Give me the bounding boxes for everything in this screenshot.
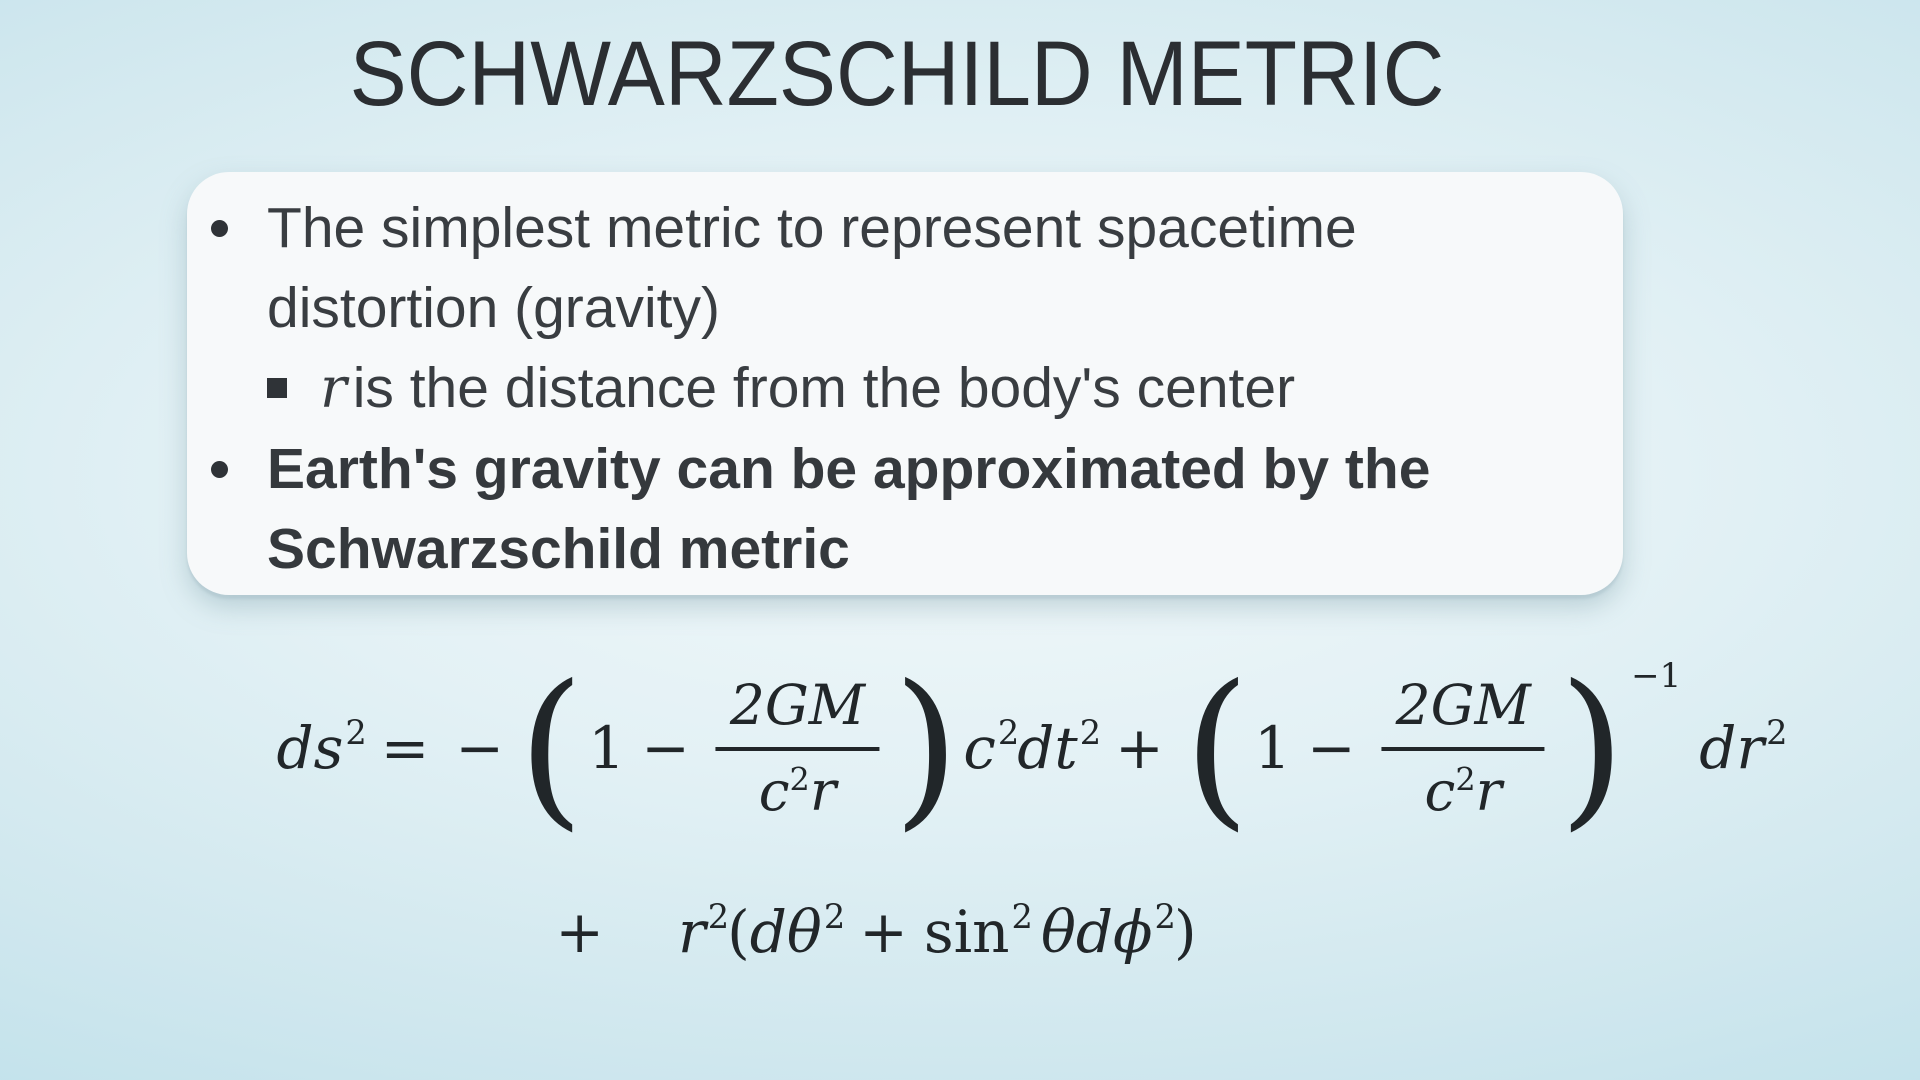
eq-dr-squared: dr2: [1699, 712, 1788, 782]
eq-theta-dphi-squared: θdϕ2: [1040, 896, 1176, 966]
eq-ds-squared: ds2: [276, 712, 367, 782]
eq-close-paren-2: ): [1558, 648, 1626, 847]
bullet-1-text: The simplest metric to represent spaceti…: [267, 196, 1357, 340]
sub-bullet-item: r is the distance from the body's center: [187, 348, 1587, 429]
eq-fraction-2-numerator: 2GM: [1381, 673, 1545, 751]
bullet-2-text: Earth's gravity can be approximated by t…: [267, 437, 1431, 581]
eq-line2-open-paren: (: [727, 898, 750, 966]
bullet-item-2: Earth's gravity can be approximated by t…: [187, 429, 1587, 589]
eq-close-paren-1: ): [893, 648, 960, 847]
bullet-marker-icon: [211, 220, 228, 237]
eq-line2-close-paren: ): [1173, 898, 1197, 966]
eq-sin-squared: sin2: [923, 896, 1033, 966]
eq-line2-plus-sign: +: [555, 898, 605, 966]
eq-fraction-1-numerator: 2GM: [715, 673, 880, 751]
eq-fraction-2-denominator: c2r: [1424, 759, 1502, 823]
sub-bullet-marker-icon: [267, 378, 287, 398]
eq-c2dt2-term: c2dt2: [963, 712, 1102, 782]
eq-plus-sign: +: [1115, 714, 1164, 782]
eq-fraction-1-denominator: c2r: [758, 759, 837, 823]
equation-line-2: + r2(dθ2 + sin2 θdϕ2): [276, 896, 1785, 966]
eq-inverse-exponent: −1: [1631, 656, 1682, 696]
eq-one-1: 1: [588, 714, 626, 782]
equation-line-1: ds2 = − ( 1 − 2GM c2r ) c2dt2 + ( 1 − 2G…: [276, 642, 1788, 854]
bullet-item-1: The simplest metric to represent spaceti…: [187, 188, 1587, 348]
eq-one-2: 1: [1254, 714, 1291, 782]
math-var-r: r: [320, 356, 347, 421]
eq-line2-plus-sign-2: +: [859, 898, 908, 966]
sub-bullet-text-line: r is the distance from the body's center: [320, 348, 1587, 429]
slide-title: SCHWARZSCHILD METRIC: [349, 23, 1445, 125]
eq-r-squared: r2: [678, 896, 730, 966]
eq-minus-sign-2: −: [1306, 714, 1356, 782]
eq-minus-sign-1: −: [641, 714, 690, 782]
eq-open-paren-2: (: [1183, 648, 1251, 847]
eq-equals-sign: =: [380, 714, 430, 782]
eq-negative-sign: −: [455, 714, 504, 782]
schwarzschild-metric-equation: ds2 = − ( 1 − 2GM c2r ) c2dt2 + ( 1 − 2G…: [276, 642, 1788, 966]
bullet-marker-icon: [211, 461, 228, 478]
eq-open-paren-1: (: [517, 648, 585, 847]
eq-fraction-1: 2GM c2r: [715, 673, 880, 823]
sub-bullet-text: is the distance from the body's center: [352, 356, 1296, 420]
eq-dtheta-squared: dθ2: [749, 896, 846, 966]
content-card: The simplest metric to represent spaceti…: [187, 172, 1623, 595]
eq-fraction-2: 2GM c2r: [1381, 673, 1545, 823]
